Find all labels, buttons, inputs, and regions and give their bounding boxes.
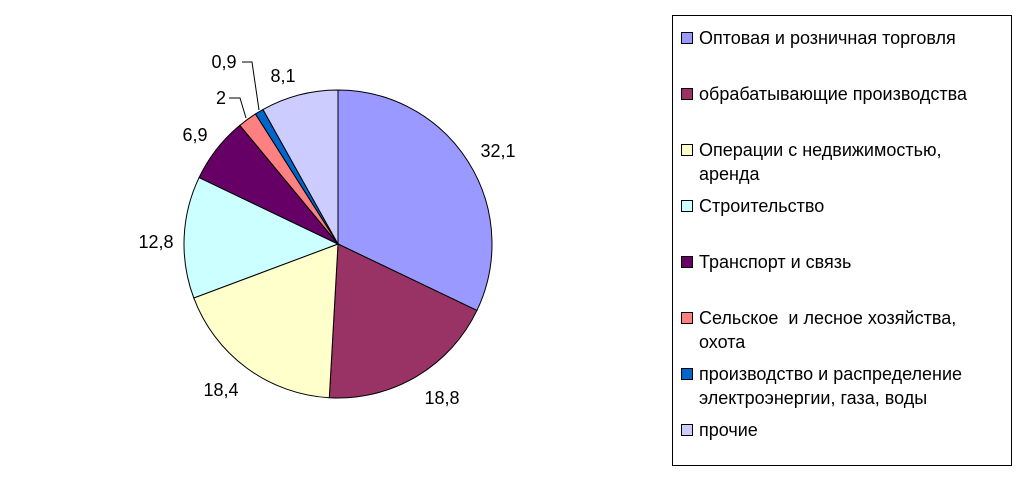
- legend-item-real-estate: Операции с недвижимостью, аренда: [681, 138, 1005, 186]
- legend-label-line: электроэнергии, газа, воды: [699, 388, 928, 408]
- legend-swatch-agriculture: [681, 312, 693, 324]
- data-label-manufacturing: 18,8: [424, 388, 459, 408]
- leader-line-agriculture: [229, 97, 247, 119]
- data-label-construction: 12,8: [138, 232, 173, 252]
- legend-label-line: Оптовая и розничная торговля: [699, 28, 956, 48]
- legend-label-agriculture: Сельское и лесное хозяйства, охота: [699, 306, 956, 354]
- data-label-real-estate: 18,4: [203, 380, 238, 400]
- legend-label-trade: Оптовая и розничная торговля: [699, 26, 956, 50]
- legend-item-agriculture: Сельское и лесное хозяйства, охота: [681, 306, 1005, 354]
- data-label-transport: 6,9: [182, 125, 207, 145]
- data-label-agriculture: 2: [216, 88, 226, 108]
- legend-label-line: прочие: [699, 420, 758, 440]
- legend-label-transport: Транспорт и связь: [699, 250, 851, 274]
- legend-item-other: прочие: [681, 418, 1005, 442]
- legend-label-line: охота: [699, 332, 746, 352]
- data-label-other: 8,1: [270, 66, 295, 86]
- data-label-trade: 32,1: [480, 141, 515, 161]
- legend-label-line: Операции с недвижимостью,: [699, 140, 942, 160]
- chart-legend: Оптовая и розничная торговля обрабатывающ…: [672, 15, 1012, 466]
- pie-slice-manufacturing: [328, 243, 478, 399]
- legend-label-real-estate: Операции с недвижимостью, аренда: [699, 138, 941, 186]
- legend-swatch-manufacturing: [681, 88, 693, 100]
- leader-line-utilities: [242, 61, 260, 111]
- pie-slice-other: [262, 89, 339, 246]
- legend-label-line: Строительство: [699, 196, 825, 216]
- legend-swatch-trade: [681, 32, 693, 44]
- legend-label-line: Сельское и лесное хозяйства,: [699, 308, 957, 328]
- pie-chart-svg: 32,1 18,8 18,4 12,8 6,9 2 0,9 8,1: [138, 52, 515, 408]
- pie-slice-real-estate: [193, 243, 339, 399]
- data-label-utilities: 0,9: [211, 52, 236, 72]
- legend-label-line: Транспорт и связь: [699, 252, 852, 272]
- legend-item-manufacturing: обрабатывающие производства: [681, 82, 1005, 106]
- legend-swatch-other: [681, 424, 693, 436]
- legend-label-construction: Строительство: [699, 194, 824, 218]
- legend-item-utilities: производство и распределение электроэнерг…: [681, 362, 1005, 410]
- pie-slice-trade: [337, 89, 493, 312]
- legend-label-manufacturing: обрабатывающие производства: [699, 82, 967, 106]
- legend-item-trade: Оптовая и розничная торговля: [681, 26, 1005, 50]
- legend-swatch-utilities: [681, 368, 693, 380]
- legend-label-line: аренда: [699, 164, 760, 184]
- legend-swatch-real-estate: [681, 144, 693, 156]
- legend-swatch-construction: [681, 200, 693, 212]
- legend-item-construction: Строительство: [681, 194, 1005, 218]
- legend-label-line: производство и распределение: [699, 364, 963, 384]
- pie-slice-construction: [183, 176, 340, 299]
- legend-label-utilities: производство и распределение электроэнерг…: [699, 362, 962, 410]
- legend-label-line: обрабатывающие производства: [699, 84, 967, 104]
- legend-item-transport: Транспорт и связь: [681, 250, 1005, 274]
- legend-label-other: прочие: [699, 418, 758, 442]
- pie-chart: 32,1 18,8 18,4 12,8 6,9 2 0,9 8,1: [138, 52, 515, 408]
- legend-swatch-transport: [681, 256, 693, 268]
